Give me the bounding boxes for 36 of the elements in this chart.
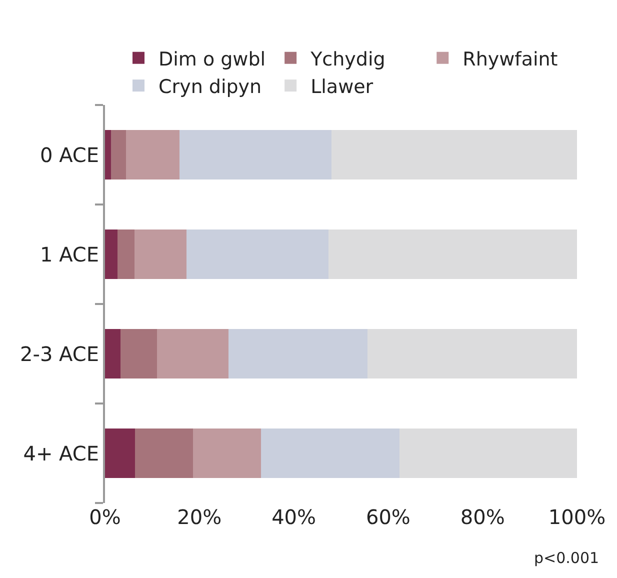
bar: [332, 130, 577, 180]
bar: [228, 328, 368, 379]
legend-label: Ychydig: [310, 48, 386, 70]
bar: [156, 328, 229, 379]
text: p<0.001: [534, 549, 600, 567]
x-tick-label: 20%: [177, 505, 222, 529]
x-tick-label: 80%: [460, 505, 505, 529]
bar: [192, 428, 261, 478]
bar: [118, 229, 134, 280]
bar: [105, 130, 112, 180]
bar: [400, 428, 577, 478]
legend-label: Rhywfaint: [462, 48, 558, 70]
y-tick-label: 2-3 ACE: [20, 342, 99, 366]
bar: [186, 229, 328, 280]
bar: [105, 428, 136, 478]
x-tick-label: 0%: [89, 505, 121, 529]
legend-label: Cryn dipyn: [158, 76, 262, 98]
x-tick-label: 100%: [548, 505, 606, 529]
legend-label: Llawer: [310, 76, 374, 98]
bar: [105, 328, 121, 379]
legend-label: Dim o gwbl: [158, 48, 266, 70]
bar: [134, 229, 187, 280]
bar: [111, 130, 126, 180]
bar: [180, 130, 332, 180]
bar: [120, 328, 157, 379]
bar: [105, 229, 118, 280]
bar: [135, 428, 193, 478]
x-tick-label: 60%: [366, 505, 410, 529]
y-tick-label: 0 ACE: [40, 142, 99, 167]
bar: [126, 130, 180, 180]
bar: [367, 328, 577, 379]
x-tick-label: 40%: [272, 505, 316, 529]
bar: [260, 428, 400, 478]
bar: [328, 229, 577, 280]
y-tick-label: 1 ACE: [40, 242, 99, 266]
y-tick-label: 4+ ACE: [23, 441, 99, 466]
